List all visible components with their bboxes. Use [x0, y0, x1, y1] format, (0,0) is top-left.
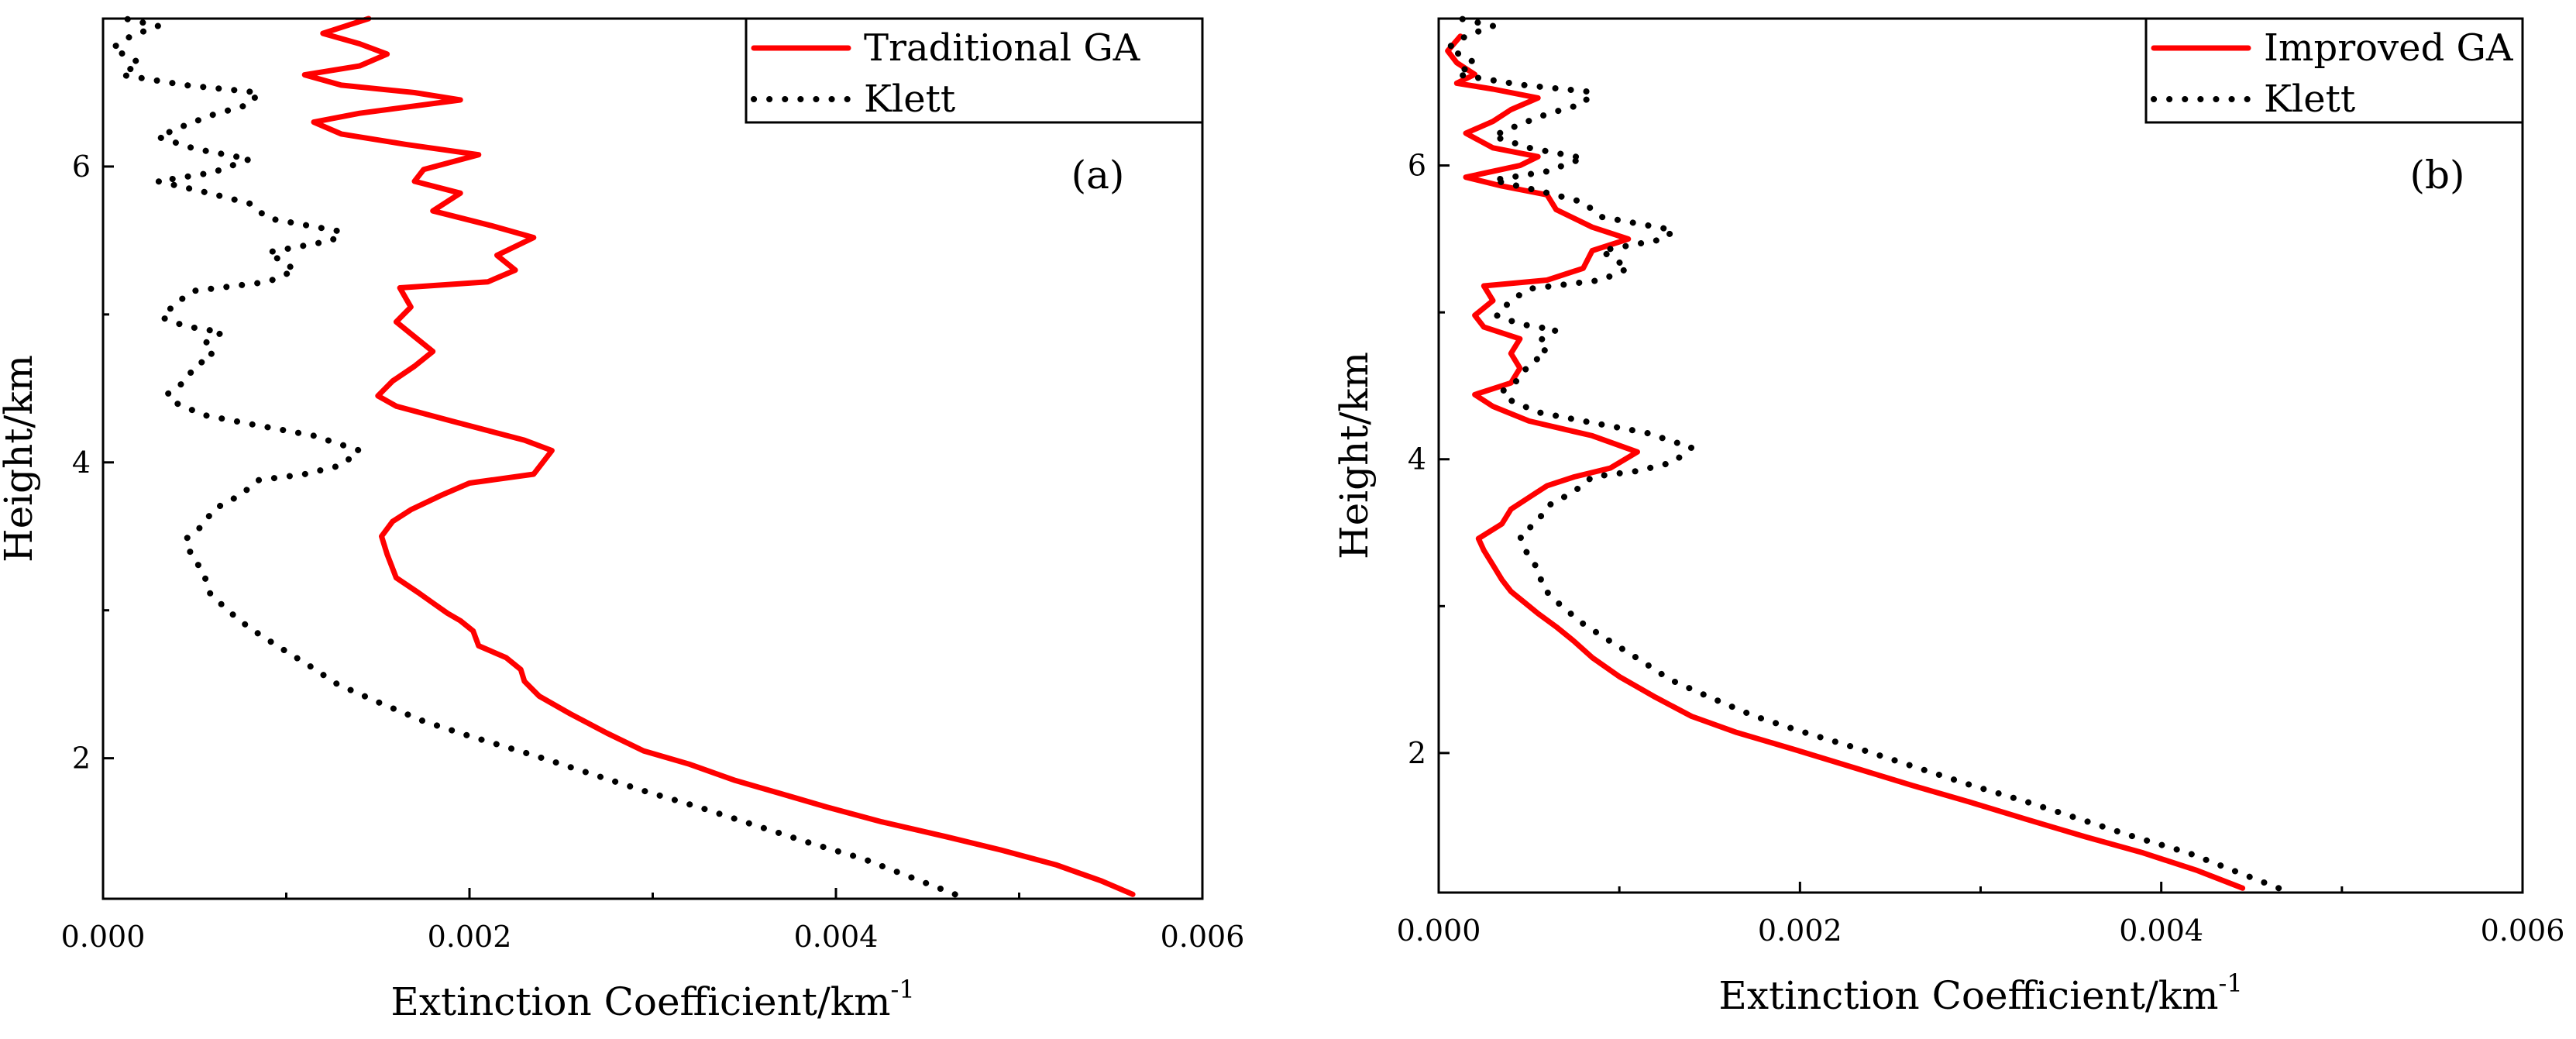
x-tick-label: 0.000 — [1397, 913, 1481, 948]
legend-label-traditional-ga: Traditional GA — [864, 26, 1141, 70]
series-layer-b — [1444, 15, 2282, 892]
x-tick-label: 0.006 — [1161, 920, 1245, 954]
legend-b: Improved GA Klett — [2144, 17, 2524, 124]
x-axis-title-text-b: Extinction Coefficient/km — [1718, 973, 2218, 1018]
y-tick-label: 4 — [1408, 442, 1426, 476]
x-axis-title-a: Extinction Coefficient/km-1 — [390, 975, 914, 1024]
legend-a: Traditional GA Klett — [745, 17, 1204, 124]
x-axis-title-b: Extinction Coefficient/km-1 — [1718, 968, 2242, 1018]
x-axis-title-text-a: Extinction Coefficient/km — [390, 979, 890, 1024]
y-tick-label: 2 — [72, 741, 91, 776]
series-line-traditional-ga-a — [301, 15, 1136, 897]
panel-label-b: (b) — [2409, 153, 2464, 198]
series-line-klett-b — [1444, 15, 2282, 892]
x-axis-title-sup-a: -1 — [891, 975, 915, 1004]
chart-panel-a: 0.000 0.002 0.004 0.006 2 4 6 Height/km Extinc… — [0, 15, 1245, 1024]
y-tick-label: 6 — [72, 150, 91, 184]
x-tick-label: 0.004 — [794, 920, 879, 954]
series-line-improved-ga-b — [1445, 33, 2246, 891]
chart-panel-b: 0.000 0.002 0.004 0.006 2 4 6 Height/km Extinc… — [1332, 15, 2565, 1018]
ticks-b: 0.000 0.002 0.004 0.006 2 4 6 — [1397, 17, 2565, 948]
y-axis-title-b: Height/km — [1332, 352, 1377, 559]
legend-box-b — [2144, 17, 2524, 124]
series-layer-a — [108, 15, 1136, 898]
y-tick-label: 2 — [1408, 736, 1426, 770]
x-tick-label: 0.002 — [428, 920, 512, 954]
x-tick-label: 0.000 — [61, 920, 146, 954]
ticks-a: 0.000 0.002 0.004 0.006 2 4 6 — [61, 17, 1245, 954]
legend-label-klett-a: Klett — [864, 77, 955, 121]
y-tick-label: 6 — [1408, 149, 1426, 183]
legend-box-a — [745, 17, 1204, 124]
legend-label-improved-ga: Improved GA — [2264, 26, 2514, 70]
legend-label-klett-b: Klett — [2264, 77, 2355, 121]
x-tick-label: 0.004 — [2119, 913, 2203, 948]
y-tick-label: 4 — [72, 446, 91, 480]
panel-label-a: (a) — [1071, 153, 1125, 198]
x-tick-label: 0.006 — [2481, 913, 2565, 948]
y-axis-title-a: Height/km — [0, 355, 41, 563]
x-axis-title-sup-b: -1 — [2219, 968, 2243, 998]
x-tick-label: 0.002 — [1758, 913, 1842, 948]
